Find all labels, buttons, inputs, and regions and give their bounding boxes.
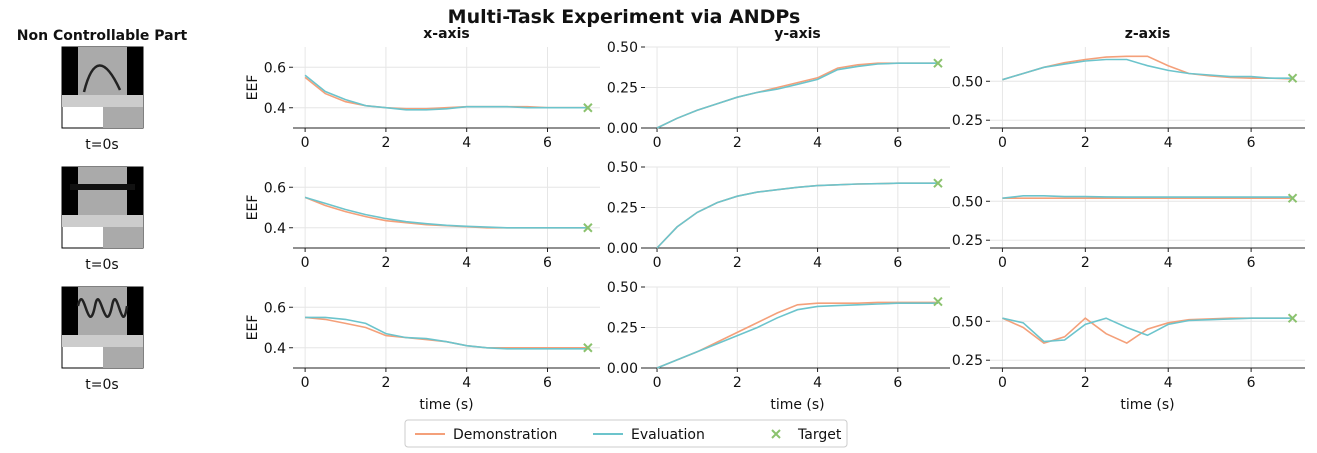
y-tick-label: 0.00 (607, 361, 638, 377)
series-line (1002, 318, 1292, 343)
subplot-title: y-axis (774, 26, 821, 42)
x-tick-label: 2 (1081, 255, 1090, 271)
x-tick-label: 6 (1247, 375, 1256, 391)
x-tick-label: 2 (733, 135, 742, 151)
target-marker (934, 298, 942, 306)
x-tick-label: 0 (301, 375, 310, 391)
x-tick-label: 4 (1164, 255, 1173, 271)
y-tick-label: 0.25 (607, 201, 638, 217)
y-tick-label: 0.50 (952, 194, 983, 210)
thumbnail (62, 47, 143, 128)
x-axis-label: time (s) (770, 397, 824, 413)
x-tick-label: 4 (813, 135, 822, 151)
x-tick-label: 6 (1247, 135, 1256, 151)
x-tick-label: 4 (462, 375, 471, 391)
y-tick-label: 0.50 (607, 280, 638, 296)
y-tick-label: 0.25 (952, 353, 983, 369)
x-tick-label: 6 (893, 135, 902, 151)
y-tick-label: 0.25 (607, 81, 638, 97)
thumbnail-label: t=0s (85, 377, 118, 393)
series-line (305, 317, 588, 348)
x-tick-label: 4 (813, 375, 822, 391)
left-header: Non Controllable Part (17, 28, 188, 44)
y-tick-label: 0.6 (264, 180, 286, 196)
figure: Multi-Task Experiment via ANDPs Non Cont… (0, 0, 1317, 449)
x-tick-label: 0 (998, 255, 1007, 271)
x-tick-label: 0 (998, 375, 1007, 391)
y-tick-label: 0.25 (952, 113, 983, 129)
x-tick-label: 0 (998, 135, 1007, 151)
y-axis-label: EEF (245, 195, 261, 221)
x-tick-label: 4 (813, 255, 822, 271)
x-tick-label: 6 (543, 255, 552, 271)
x-tick-label: 2 (733, 375, 742, 391)
y-tick-label: 0.4 (264, 221, 286, 237)
y-tick-label: 0.50 (952, 314, 983, 330)
y-axis-label: EEF (245, 315, 261, 341)
y-tick-label: 0.6 (264, 60, 286, 76)
x-tick-label: 0 (653, 375, 662, 391)
series-line (657, 183, 938, 248)
thumbnail (62, 287, 143, 368)
series-line (1002, 60, 1292, 80)
x-tick-label: 4 (462, 135, 471, 151)
y-axis-label: EEF (245, 75, 261, 101)
y-tick-label: 0.00 (607, 241, 638, 257)
y-tick-label: 0.50 (607, 160, 638, 176)
x-tick-label: 0 (301, 255, 310, 271)
y-tick-label: 0.50 (952, 74, 983, 90)
x-tick-label: 4 (462, 255, 471, 271)
legend-label: Evaluation (631, 427, 705, 443)
figure-title: Multi-Task Experiment via ANDPs (448, 6, 801, 28)
x-tick-label: 2 (381, 135, 390, 151)
thumbnail-label: t=0s (85, 257, 118, 273)
y-tick-label: 0.6 (264, 300, 286, 316)
x-tick-label: 6 (893, 375, 902, 391)
series-line (305, 197, 588, 227)
x-tick-label: 2 (1081, 135, 1090, 151)
x-tick-label: 6 (543, 135, 552, 151)
legend-label: Target (797, 427, 842, 443)
series-line (305, 75, 588, 110)
series-line (305, 77, 588, 108)
x-tick-label: 2 (1081, 375, 1090, 391)
y-tick-label: 0.4 (264, 101, 286, 117)
x-tick-label: 4 (1164, 375, 1173, 391)
x-tick-label: 6 (893, 255, 902, 271)
y-tick-label: 0.25 (952, 233, 983, 249)
x-axis-label: time (s) (1120, 397, 1174, 413)
x-tick-label: 0 (653, 255, 662, 271)
y-tick-label: 0.50 (607, 40, 638, 56)
x-tick-label: 0 (653, 135, 662, 151)
x-tick-label: 2 (381, 375, 390, 391)
series-line (657, 302, 938, 368)
series-line (657, 183, 938, 248)
thumbnail-label: t=0s (85, 137, 118, 153)
subplot-title: z-axis (1125, 26, 1171, 42)
x-tick-label: 2 (381, 255, 390, 271)
series-line (657, 63, 938, 128)
y-tick-label: 0.4 (264, 341, 286, 357)
x-tick-label: 2 (733, 255, 742, 271)
series-line (305, 317, 588, 347)
x-tick-label: 6 (543, 375, 552, 391)
series-line (657, 303, 938, 368)
x-tick-label: 0 (301, 135, 310, 151)
y-tick-label: 0.00 (607, 121, 638, 137)
x-tick-label: 6 (1247, 255, 1256, 271)
series-line (657, 63, 938, 128)
x-axis-label: time (s) (419, 397, 473, 413)
x-tick-label: 4 (1164, 135, 1173, 151)
subplot-title: x-axis (423, 26, 469, 42)
y-tick-label: 0.25 (607, 321, 638, 337)
thumbnail (62, 167, 143, 248)
legend-label: Demonstration (453, 427, 557, 443)
